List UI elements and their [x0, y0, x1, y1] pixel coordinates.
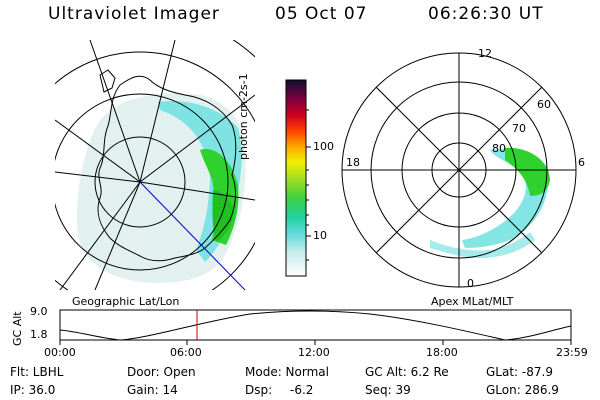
dsp-label: Dsp: [245, 383, 273, 397]
time-tick-1200: 12:00 [298, 346, 330, 359]
mlat-label-80: 80 [492, 142, 506, 155]
mlt-label-bottom: 0 [467, 277, 474, 290]
seq-info: Seq: 39 [365, 383, 411, 397]
door-info: Door: Open [127, 365, 196, 379]
mlat-label-60: 60 [537, 98, 551, 111]
time-label: 06:26:30 UT [428, 4, 544, 24]
time-tick-0000: 00:00 [44, 346, 76, 359]
ip-info: IP: 36.0 [10, 383, 56, 397]
date-label: 05 Oct 07 [275, 4, 368, 24]
polar-aurora-cyan-arc [430, 232, 535, 258]
time-tick-0600: 06:00 [170, 346, 202, 359]
colorbar-tick-10: 10 [313, 229, 327, 242]
polar-aurora-green [505, 147, 550, 196]
mlt-label-right: 6 [578, 156, 585, 169]
window-title: Ultraviolet Imager [48, 4, 220, 24]
antarctica-coastline [97, 75, 237, 262]
glat-info: GLat: -87.9 [486, 365, 553, 379]
mlt-label-left: 18 [346, 156, 360, 169]
mlt-label-top: 12 [478, 47, 492, 60]
colorbar-unit-label: photon cm-2s-1 [237, 73, 250, 160]
glon-info: GLon: 286.9 [486, 383, 559, 397]
color-scale-ticks [306, 109, 311, 261]
altitude-ytick-high: 9.0 [30, 305, 48, 318]
dsp-value: -6.2 [290, 383, 314, 397]
right-panel-caption: Apex MLat/MLT [431, 295, 514, 308]
time-tick-1800: 18:00 [426, 346, 458, 359]
altitude-plot [59, 309, 572, 345]
longitude-highlight-line [139, 181, 246, 290]
left-panel-caption: Geographic Lat/Lon [72, 295, 180, 308]
altitude-ytick-low: 1.8 [30, 328, 48, 341]
time-tick-2359: 23:59 [556, 346, 588, 359]
altitude-curve [59, 310, 572, 341]
geographic-map [55, 40, 255, 290]
gain-info: Gain: 14 [127, 383, 178, 397]
mode-info: Mode: Normal [245, 365, 329, 379]
aurora-emission-bright [212, 190, 234, 242]
filter-info: Flt: LBHL [10, 365, 64, 379]
color-scale-bar [285, 79, 307, 277]
coast-detail [99, 69, 116, 93]
mlat-label-70: 70 [512, 122, 526, 135]
colorbar-tick-100: 100 [313, 140, 334, 153]
gc-alt-info: GC Alt: 6.2 Re [365, 365, 449, 379]
altitude-ylabel: GC Alt [11, 311, 24, 346]
apex-polar-plot [341, 52, 577, 288]
